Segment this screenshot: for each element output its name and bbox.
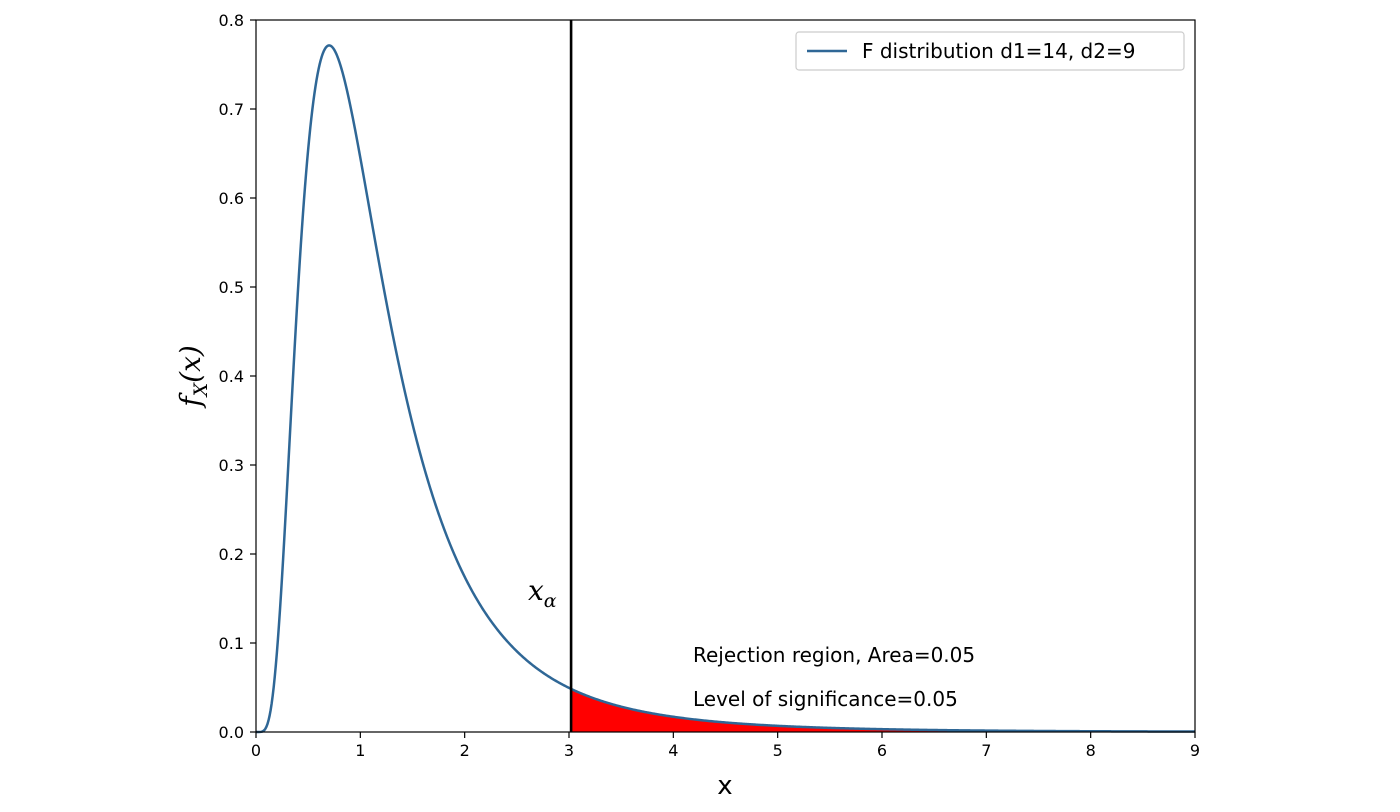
x-tick-label: 3 (564, 741, 574, 760)
x-tick-label: 5 (773, 741, 783, 760)
y-tick-label: 0.3 (219, 456, 244, 475)
y-tick-label: 0.7 (219, 100, 244, 119)
y-tick-label: 0.5 (219, 278, 244, 297)
x-tick-label: 2 (460, 741, 470, 760)
y-tick-label: 0.1 (219, 634, 244, 653)
f-distribution-curve (256, 44, 1195, 734)
y-tick-label: 0.4 (219, 367, 244, 386)
x-tick-label: 0 (251, 741, 261, 760)
y-tick-label: 0.2 (219, 545, 244, 564)
x-tick-label: 1 (355, 741, 365, 760)
axes-frame (255, 19, 1196, 733)
x-tick-label: 4 (668, 741, 678, 760)
x-tick-label: 7 (981, 741, 991, 760)
x-axis-title: x (717, 771, 732, 801)
legend: F distribution d1=14, d2=9 (795, 31, 1185, 71)
y-tick-label: 0.8 (219, 11, 244, 30)
x-tick-label: 9 (1190, 741, 1200, 760)
y-tick-label: 0.6 (219, 189, 244, 208)
x-tick-label: 8 (1086, 741, 1096, 760)
tick-marks: 0 1 2 3 4 5 6 7 8 9 0.0 0.1 0.2 0.3 0.4 0.5 0.6 0.7 0.8 (219, 11, 1201, 760)
y-axis-title: fX(x) (174, 345, 212, 409)
y-tick-label: 0.0 (219, 723, 244, 742)
x-tick-label: 6 (877, 741, 887, 760)
rejection-region-annotation: Rejection region, Area=0.05 (693, 643, 975, 667)
rejection-region-fill (571, 688, 1195, 732)
legend-box (795, 31, 1185, 71)
significance-level-annotation: Level of significance=0.05 (693, 687, 958, 711)
legend-label: F distribution d1=14, d2=9 (862, 39, 1135, 63)
critical-value-label: xα (528, 574, 557, 612)
plot-area (255, 19, 1196, 734)
